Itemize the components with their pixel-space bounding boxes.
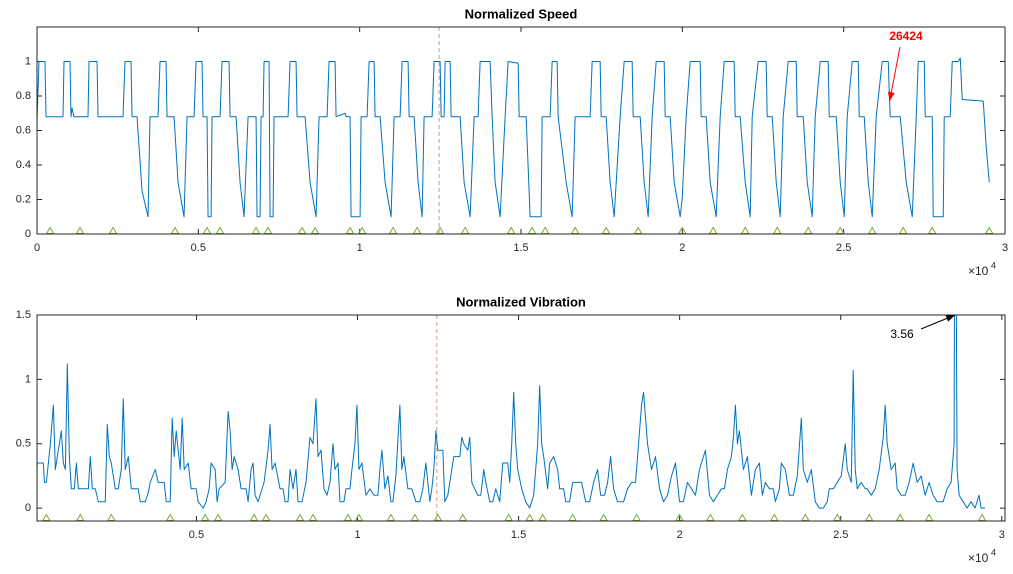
x-scale-base: ×10 xyxy=(968,264,989,278)
x-tick-label: 0.5 xyxy=(191,242,206,254)
y-tick-label: 1.5 xyxy=(16,309,31,321)
x-scale-power: 4 xyxy=(991,547,996,557)
y-tick-label: 1 xyxy=(25,55,31,67)
y-tick-label: 0.2 xyxy=(16,193,31,205)
data-line xyxy=(37,315,986,509)
y-tick-label: 0.5 xyxy=(16,438,31,450)
x-tick-label: 2 xyxy=(679,242,685,254)
x-scale-power: 4 xyxy=(991,260,996,270)
y-tick-label: 0.8 xyxy=(16,90,31,102)
x-tick-label: 1 xyxy=(357,242,363,254)
annotation-arrow xyxy=(889,46,901,102)
x-tick-label: 2 xyxy=(677,529,683,541)
annotation-label: 26424 xyxy=(889,29,923,43)
x-tick-label: 3 xyxy=(999,529,1005,541)
x-tick-label: 2.5 xyxy=(833,529,848,541)
axes-frame xyxy=(36,314,1006,522)
x-tick-label: 2.5 xyxy=(836,242,851,254)
data-line xyxy=(37,57,990,218)
y-tick-label: 0 xyxy=(25,502,31,514)
x-scale-base: ×10 xyxy=(968,551,989,565)
axes-frame xyxy=(36,26,1006,235)
x-tick-label: 1.5 xyxy=(513,242,528,254)
y-tick-label: 1 xyxy=(25,373,31,385)
annotation-arrowhead xyxy=(945,315,956,322)
x-tick-label: 1 xyxy=(354,529,360,541)
chart-title: Normalized Speed xyxy=(465,6,578,21)
x-tick-label: 3 xyxy=(1002,242,1008,254)
y-tick-label: 0.4 xyxy=(16,159,31,171)
x-tick-label: 0.5 xyxy=(189,529,204,541)
y-tick-label: 0 xyxy=(25,228,31,240)
chart-title: Normalized Vibration xyxy=(456,294,586,309)
x-tick-label: 1.5 xyxy=(511,529,526,541)
axes-background xyxy=(37,27,1005,234)
x-tick-label: 0 xyxy=(34,242,40,254)
y-tick-label: 0.6 xyxy=(16,124,31,136)
annotation-arrowhead xyxy=(887,91,895,102)
annotation-label: 3.56 xyxy=(890,327,914,341)
